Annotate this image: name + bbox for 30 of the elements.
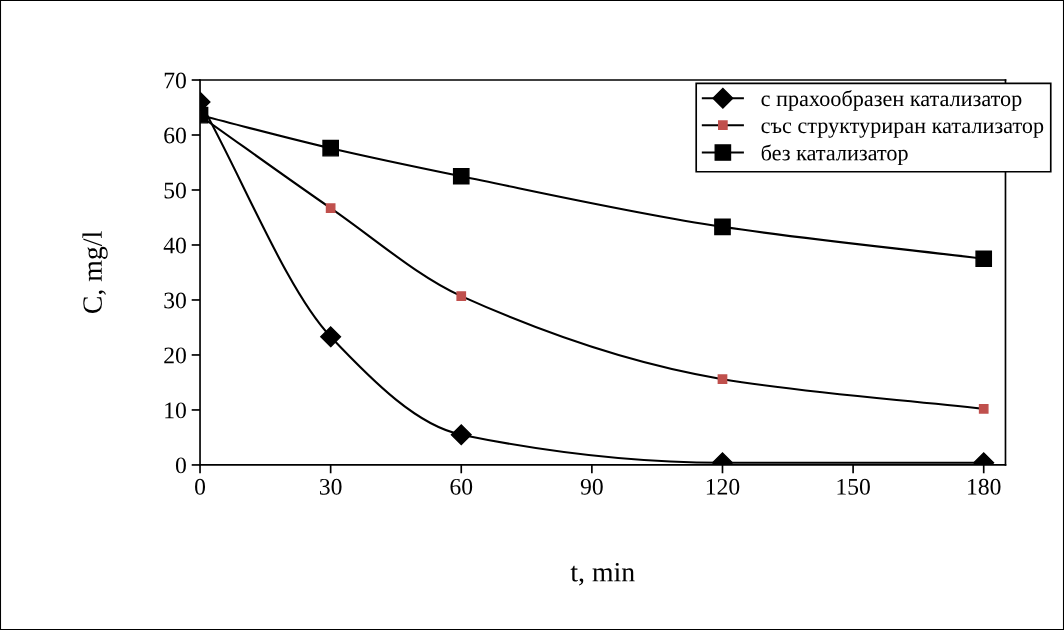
x-tick-label: 150	[837, 478, 870, 495]
x-tick-label: 0	[195, 478, 206, 495]
x-tick-label: 30	[319, 478, 342, 495]
point	[717, 374, 728, 385]
x-tick-label: 180	[968, 478, 1001, 495]
legend-label: без катализатор	[761, 144, 908, 166]
x-axis-title: t, min	[570, 562, 635, 586]
y-tick-label: 70	[164, 72, 186, 89]
point	[978, 403, 989, 414]
y-tick-label: 40	[163, 237, 186, 254]
point	[714, 218, 731, 236]
y-axis-title: C, mg/l	[82, 231, 108, 314]
x-tick-label: 90	[580, 478, 603, 495]
x-tick-label: 120	[706, 478, 740, 495]
x-tick-label: 60	[450, 478, 473, 495]
legend-label: с прахообразен катализатор	[761, 90, 1022, 111]
point	[322, 139, 339, 157]
point	[975, 250, 993, 268]
legend-label: със структуриран катализатор	[761, 122, 1044, 138]
point	[456, 291, 467, 301]
y-tick-label: 50	[164, 182, 186, 199]
point	[325, 203, 336, 213]
point	[450, 424, 472, 446]
y-tick-label: 10	[165, 402, 186, 419]
y-tick-label: 0	[175, 457, 186, 474]
point	[452, 167, 470, 185]
y-tick-label: 20	[164, 347, 186, 364]
y-tick-label: 30	[164, 292, 186, 309]
point	[320, 326, 342, 348]
y-tick-label: 60	[164, 127, 186, 144]
